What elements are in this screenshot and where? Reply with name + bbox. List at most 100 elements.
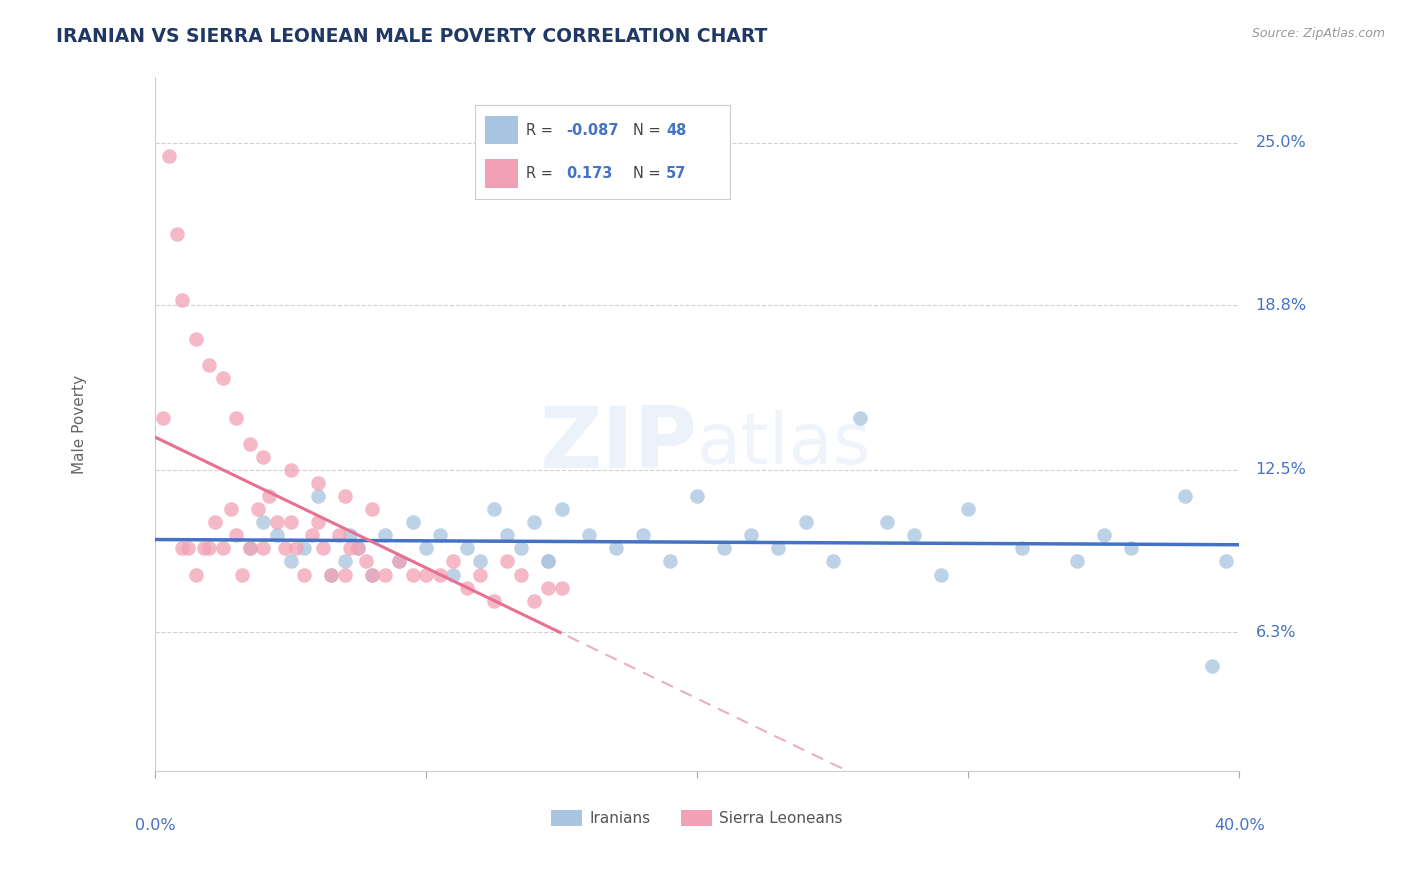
Point bbox=[1092, 528, 1115, 542]
Point bbox=[456, 541, 478, 556]
Point bbox=[578, 528, 600, 542]
Point bbox=[333, 489, 356, 503]
Point bbox=[166, 227, 188, 242]
Text: 40.0%: 40.0% bbox=[1213, 818, 1264, 833]
Point bbox=[301, 528, 323, 542]
Point bbox=[252, 515, 274, 529]
Point bbox=[957, 502, 980, 516]
Point bbox=[347, 541, 370, 556]
Point bbox=[280, 463, 302, 477]
Point bbox=[441, 567, 464, 582]
Point bbox=[347, 541, 370, 556]
Point bbox=[239, 541, 262, 556]
Point bbox=[193, 541, 215, 556]
Point bbox=[219, 502, 242, 516]
Point bbox=[307, 475, 329, 490]
Point bbox=[401, 567, 423, 582]
Point bbox=[550, 502, 572, 516]
Point bbox=[307, 515, 329, 529]
Text: 0.0%: 0.0% bbox=[135, 818, 176, 833]
Point bbox=[537, 554, 560, 568]
Point bbox=[794, 515, 817, 529]
Point bbox=[333, 567, 356, 582]
Point bbox=[470, 554, 492, 568]
Point bbox=[713, 541, 735, 556]
Point bbox=[496, 528, 519, 542]
Point bbox=[157, 149, 180, 163]
Point bbox=[252, 450, 274, 464]
Text: 12.5%: 12.5% bbox=[1256, 462, 1306, 477]
Point bbox=[198, 541, 221, 556]
Point bbox=[1066, 554, 1088, 568]
Point bbox=[172, 293, 194, 307]
Point bbox=[415, 541, 437, 556]
Point bbox=[211, 371, 233, 385]
Point bbox=[231, 567, 253, 582]
Text: 25.0%: 25.0% bbox=[1256, 136, 1306, 151]
Point bbox=[659, 554, 682, 568]
Point bbox=[876, 515, 898, 529]
Point bbox=[312, 541, 335, 556]
Text: 18.8%: 18.8% bbox=[1256, 298, 1306, 312]
Point bbox=[292, 541, 315, 556]
Text: 6.3%: 6.3% bbox=[1256, 624, 1296, 640]
Point bbox=[470, 567, 492, 582]
Point bbox=[321, 567, 343, 582]
Point bbox=[274, 541, 297, 556]
Text: Source: ZipAtlas.com: Source: ZipAtlas.com bbox=[1251, 27, 1385, 40]
Point bbox=[903, 528, 925, 542]
Point bbox=[360, 502, 382, 516]
Point bbox=[176, 541, 198, 556]
Text: ZIP: ZIP bbox=[540, 403, 697, 486]
Point bbox=[211, 541, 233, 556]
Point bbox=[152, 410, 174, 425]
Point bbox=[333, 554, 356, 568]
Point bbox=[374, 567, 396, 582]
Point bbox=[266, 528, 288, 542]
Point bbox=[848, 410, 870, 425]
Text: Male Poverty: Male Poverty bbox=[72, 375, 87, 474]
Point bbox=[307, 489, 329, 503]
Point bbox=[321, 567, 343, 582]
Point bbox=[184, 332, 207, 346]
Point bbox=[768, 541, 790, 556]
Point bbox=[550, 581, 572, 595]
Point bbox=[605, 541, 627, 556]
Point bbox=[740, 528, 762, 542]
Point bbox=[184, 567, 207, 582]
Point bbox=[252, 541, 274, 556]
Point bbox=[482, 593, 505, 607]
Point bbox=[401, 515, 423, 529]
Point bbox=[429, 567, 451, 582]
Point bbox=[388, 554, 411, 568]
Point bbox=[198, 358, 221, 372]
Point bbox=[204, 515, 226, 529]
Point bbox=[821, 554, 844, 568]
Point bbox=[1119, 541, 1142, 556]
Point bbox=[509, 567, 531, 582]
Point bbox=[284, 541, 307, 556]
Point bbox=[686, 489, 709, 503]
Point bbox=[239, 436, 262, 450]
Point bbox=[1215, 554, 1237, 568]
Point bbox=[225, 410, 247, 425]
Point bbox=[225, 528, 247, 542]
Point bbox=[1174, 489, 1197, 503]
Point bbox=[429, 528, 451, 542]
Point bbox=[537, 554, 560, 568]
Point bbox=[339, 541, 361, 556]
Point bbox=[496, 554, 519, 568]
Point bbox=[328, 528, 350, 542]
Point bbox=[257, 489, 280, 503]
Point bbox=[929, 567, 952, 582]
Point bbox=[415, 567, 437, 582]
Point bbox=[280, 515, 302, 529]
Point bbox=[339, 528, 361, 542]
Point bbox=[456, 581, 478, 595]
Point bbox=[509, 541, 531, 556]
Point bbox=[247, 502, 270, 516]
Point bbox=[1201, 659, 1223, 673]
Text: atlas: atlas bbox=[697, 410, 872, 479]
Point bbox=[537, 581, 560, 595]
Point bbox=[374, 528, 396, 542]
